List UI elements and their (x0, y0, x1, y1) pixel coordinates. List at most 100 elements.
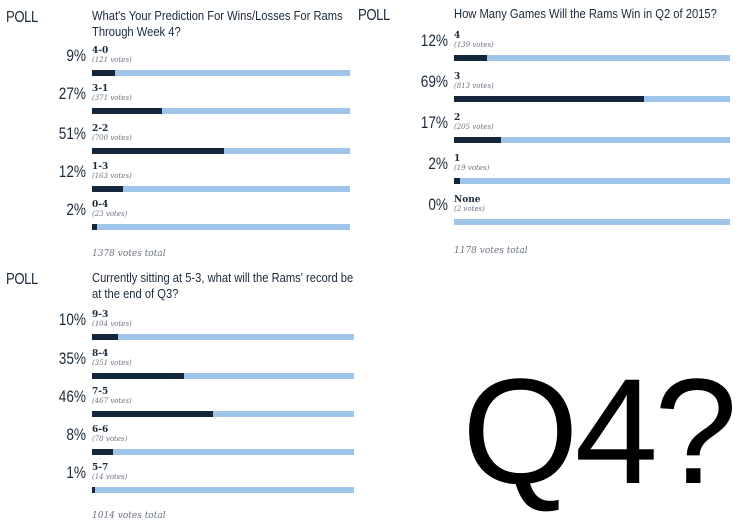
poll-label: POLL (358, 7, 390, 24)
option-percent: 69% (420, 72, 448, 91)
poll-total: 1378 votes total (92, 249, 166, 259)
option-percent: 51% (58, 124, 86, 143)
option-bar (92, 449, 354, 455)
option-percent: 35% (58, 349, 86, 368)
option-percent: 1% (66, 463, 86, 482)
option-label: None (454, 195, 481, 205)
poll-option[interactable]: 2% 1 (19 votes) (357, 154, 743, 188)
option-bar-fill (92, 487, 95, 493)
option-label: 2 (454, 113, 461, 123)
option-bar (92, 334, 354, 340)
option-label: 1 (454, 154, 461, 164)
poll-option[interactable]: 51% 2-2 (700 votes) (0, 124, 360, 158)
option-bar (92, 70, 350, 76)
option-votes: (467 votes) (92, 397, 132, 405)
poll-option[interactable]: 12% 4 (139 votes) (357, 31, 743, 65)
poll-option[interactable]: 10% 9-3 (104 votes) (0, 310, 360, 344)
option-bar-fill (454, 96, 645, 102)
poll-question: How Many Games Will the Rams Win in Q2 o… (454, 6, 717, 21)
poll-option[interactable]: 12% 1-3 (163 votes) (0, 162, 360, 196)
option-bar-fill (92, 70, 116, 76)
option-bar (454, 137, 730, 143)
q4-heading: Q4? (462, 347, 738, 515)
poll-option[interactable]: 69% 3 (813 votes) (357, 72, 743, 106)
poll-option[interactable]: 9% 4-0 (121 votes) (0, 46, 360, 80)
poll-option[interactable]: 1% 5-7 (14 votes) (0, 463, 360, 497)
option-label: 2-2 (92, 124, 109, 134)
option-votes: (121 votes) (92, 56, 132, 64)
poll-total: 1178 votes total (454, 246, 528, 256)
option-bar (454, 55, 730, 61)
option-votes: (104 votes) (92, 320, 132, 328)
option-bar (92, 487, 354, 493)
option-votes: (78 votes) (92, 435, 128, 443)
poll-week4: POLL What's Your Prediction For Wins/Los… (0, 0, 360, 265)
option-percent: 27% (58, 84, 86, 103)
option-votes: (813 votes) (454, 82, 494, 90)
option-percent: 10% (58, 310, 86, 329)
option-bar-fill (92, 148, 224, 154)
poll-total: 1014 votes total (92, 511, 166, 521)
option-label: 1-3 (92, 162, 109, 172)
option-votes: (351 votes) (92, 359, 132, 367)
option-votes: (205 votes) (454, 123, 494, 131)
poll-option[interactable]: 27% 3-1 (371 votes) (0, 84, 360, 118)
poll-label: POLL (6, 9, 38, 26)
option-percent: 12% (58, 162, 86, 181)
poll-option[interactable]: 0% None (2 votes) (357, 195, 743, 229)
option-percent: 2% (66, 200, 86, 219)
option-percent: 0% (428, 195, 448, 214)
option-bar (92, 411, 354, 417)
poll-label: POLL (6, 271, 38, 288)
option-votes: (2 votes) (454, 205, 485, 213)
poll-option[interactable]: 2% 0-4 (23 votes) (0, 200, 360, 234)
option-bar-fill (454, 178, 460, 184)
option-percent: 12% (420, 31, 448, 50)
option-label: 4 (454, 31, 461, 41)
option-percent: 9% (66, 46, 86, 65)
poll-question: Currently sitting at 5-3, what will the … (92, 270, 354, 301)
poll-q2: POLL How Many Games Will the Rams Win in… (357, 0, 743, 265)
poll-option[interactable]: 35% 8-4 (351 votes) (0, 349, 360, 383)
poll-q3: POLL Currently sitting at 5-3, what will… (0, 265, 360, 524)
option-label: 3-1 (92, 84, 109, 94)
option-bar-fill (454, 55, 488, 61)
option-bar-fill (92, 186, 123, 192)
option-percent: 2% (428, 154, 448, 173)
option-bar-fill (92, 224, 98, 230)
option-votes: (14 votes) (92, 473, 128, 481)
option-bar (92, 108, 350, 114)
option-bar-fill (92, 411, 213, 417)
option-bar (454, 178, 730, 184)
option-label: 3 (454, 72, 461, 82)
option-percent: 17% (420, 113, 448, 132)
option-label: 5-7 (92, 463, 109, 473)
poll-option[interactable]: 46% 7-5 (467 votes) (0, 387, 360, 421)
option-percent: 46% (58, 387, 86, 406)
option-label: 0-4 (92, 200, 109, 210)
option-percent: 8% (66, 425, 86, 444)
option-votes: (139 votes) (454, 41, 494, 49)
option-label: 6-6 (92, 425, 109, 435)
option-bar (92, 373, 354, 379)
option-label: 9-3 (92, 310, 109, 320)
option-votes: (371 votes) (92, 94, 132, 102)
poll-option[interactable]: 17% 2 (205 votes) (357, 113, 743, 147)
option-bar-fill (92, 108, 162, 114)
option-bar (92, 148, 350, 154)
option-bar (454, 219, 730, 225)
option-votes: (19 votes) (454, 164, 490, 172)
option-votes: (163 votes) (92, 172, 132, 180)
option-bar (92, 224, 350, 230)
option-bar (454, 96, 730, 102)
option-bar (92, 186, 350, 192)
poll-option[interactable]: 8% 6-6 (78 votes) (0, 425, 360, 459)
option-label: 8-4 (92, 349, 109, 359)
option-label: 7-5 (92, 387, 109, 397)
option-bar-fill (92, 449, 113, 455)
option-votes: (23 votes) (92, 210, 128, 218)
option-votes: (700 votes) (92, 134, 132, 142)
option-bar-fill (92, 334, 119, 340)
poll-question: What's Your Prediction For Wins/Losses F… (92, 8, 343, 39)
option-bar-fill (92, 373, 184, 379)
